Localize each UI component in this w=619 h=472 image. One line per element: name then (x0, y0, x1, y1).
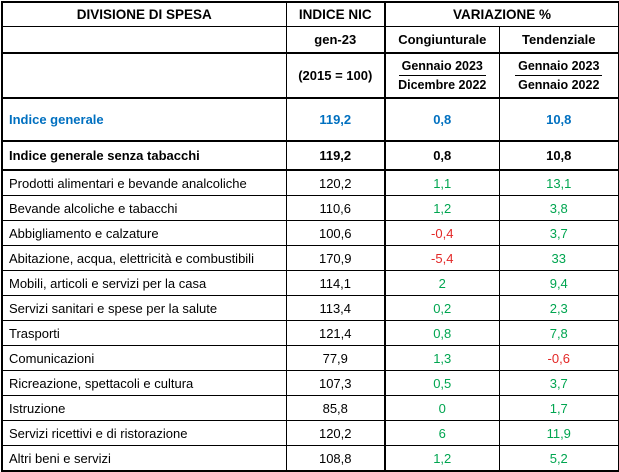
division-label: Abbigliamento e calzature (1, 220, 287, 246)
variazione-tendenziale-value: 5,2 (498, 445, 619, 472)
division-label: Indice generale senza tabacchi (1, 140, 287, 171)
division-label: Bevande alcoliche e tabacchi (1, 195, 287, 221)
indice-nic-value: 100,6 (285, 220, 386, 246)
header-tendenziale: Tendenziale (498, 26, 619, 54)
variazione-tendenziale-value: 10,8 (498, 140, 619, 171)
table-row: Comunicazioni 77,9 1,3 -0,6 (1, 345, 619, 371)
table-row: Altri beni e servizi 108,8 1,2 5,2 (1, 445, 619, 472)
division-label: Istruzione (1, 395, 287, 421)
header-tendenziale-period: Gennaio 2023 Gennaio 2022 (498, 52, 619, 99)
indice-nic-value: 85,8 (285, 395, 386, 421)
congiunturale-denominator: Dicembre 2022 (398, 78, 487, 92)
header-row-1: DIVISIONE DI SPESA INDICE NIC VARIAZIONE… (1, 1, 619, 27)
division-label: Servizi sanitari e spese per la salute (1, 295, 287, 321)
tendenziale-denominator: Gennaio 2022 (518, 78, 600, 92)
variazione-tendenziale-value: 1,7 (498, 395, 619, 421)
variazione-congiunturale-value: 0,8 (384, 97, 500, 142)
variazione-tendenziale-value: 11,9 (498, 420, 619, 446)
column-header-divisione-di-spesa: DIVISIONE DI SPESA (1, 1, 287, 27)
variazione-tendenziale-value: 3,8 (498, 195, 619, 221)
header-index-base: (2015 = 100) (285, 52, 386, 99)
division-label: Trasporti (1, 320, 287, 346)
indice-nic-value: 107,3 (285, 370, 386, 396)
indice-nic-value: 77,9 (285, 345, 386, 371)
table-row: Mobili, articoli e servizi per la casa 1… (1, 270, 619, 296)
variazione-tendenziale-value: 9,4 (498, 270, 619, 296)
table-row: Indice generale 119,2 0,8 10,8 (1, 97, 619, 142)
variazione-tendenziale-value: 10,8 (498, 97, 619, 142)
division-label: Altri beni e servizi (1, 445, 287, 472)
congiunturale-numerator: Gennaio 2023 (398, 58, 486, 76)
variazione-congiunturale-value: 0,8 (384, 320, 500, 346)
header-congiunturale: Congiunturale (384, 26, 500, 54)
indice-nic-value: 110,6 (285, 195, 386, 221)
variazione-congiunturale-value: -0,4 (384, 220, 500, 246)
header-empty-cell (1, 26, 287, 54)
indice-nic-value: 170,9 (285, 245, 386, 271)
indice-nic-value: 114,1 (285, 270, 386, 296)
table-row: Abitazione, acqua, elettricità e combust… (1, 245, 619, 271)
division-label: Ricreazione, spettacoli e cultura (1, 370, 287, 396)
column-header-variazione: VARIAZIONE % (384, 1, 619, 27)
column-header-indice-nic: INDICE NIC (285, 1, 386, 27)
tendenziale-numerator: Gennaio 2023 (515, 58, 603, 76)
header-empty-cell (1, 52, 287, 99)
table-row: Bevande alcoliche e tabacchi 110,6 1,2 3… (1, 195, 619, 221)
table-header: DIVISIONE DI SPESA INDICE NIC VARIAZIONE… (1, 1, 619, 99)
table-row: Abbigliamento e calzature 100,6 -0,4 3,7 (1, 220, 619, 246)
variazione-congiunturale-value: 0 (384, 395, 500, 421)
variazione-congiunturale-value: -5,4 (384, 245, 500, 271)
indice-nic-value: 121,4 (285, 320, 386, 346)
variazione-congiunturale-value: 1,2 (384, 195, 500, 221)
indice-nic-value: 120,2 (285, 169, 386, 196)
table-row: Indice generale senza tabacchi 119,2 0,8… (1, 140, 619, 171)
table-row: Servizi ricettivi e di ristorazione 120,… (1, 420, 619, 446)
division-label: Abitazione, acqua, elettricità e combust… (1, 245, 287, 271)
table-row: Servizi sanitari e spese per la salute 1… (1, 295, 619, 321)
variazione-tendenziale-value: -0,6 (498, 345, 619, 371)
table-row: Ricreazione, spettacoli e cultura 107,3 … (1, 370, 619, 396)
variazione-tendenziale-value: 2,3 (498, 295, 619, 321)
table-row: Prodotti alimentari e bevande analcolich… (1, 169, 619, 196)
variazione-congiunturale-value: 1,1 (384, 169, 500, 196)
variazione-tendenziale-value: 3,7 (498, 220, 619, 246)
table-row: Trasporti 121,4 0,8 7,8 (1, 320, 619, 346)
division-label: Comunicazioni (1, 345, 287, 371)
indice-nic-value: 113,4 (285, 295, 386, 321)
indice-nic-value: 108,8 (285, 445, 386, 472)
variazione-congiunturale-value: 2 (384, 270, 500, 296)
division-label: Mobili, articoli e servizi per la casa (1, 270, 287, 296)
period-fraction: Gennaio 2023 Dicembre 2022 (398, 58, 486, 93)
division-label: Prodotti alimentari e bevande analcolich… (1, 169, 287, 196)
header-row-2: gen-23 Congiunturale Tendenziale (1, 26, 619, 54)
variazione-tendenziale-value: 3,7 (498, 370, 619, 396)
indice-nic-value: 119,2 (285, 97, 386, 142)
variazione-congiunturale-value: 0,8 (384, 140, 500, 171)
period-fraction: Gennaio 2023 Gennaio 2022 (515, 58, 603, 93)
variazione-tendenziale-value: 7,8 (498, 320, 619, 346)
header-index-period: gen-23 (285, 26, 386, 54)
header-congiunturale-period: Gennaio 2023 Dicembre 2022 (384, 52, 500, 99)
variazione-congiunturale-value: 1,2 (384, 445, 500, 472)
indice-nic-value: 119,2 (285, 140, 386, 171)
variazione-congiunturale-value: 6 (384, 420, 500, 446)
header-row-3: (2015 = 100) Gennaio 2023 Dicembre 2022 … (1, 52, 619, 99)
variazione-congiunturale-value: 0,5 (384, 370, 500, 396)
variazione-tendenziale-value: 33 (498, 245, 619, 271)
variazione-congiunturale-value: 1,3 (384, 345, 500, 371)
indice-nic-value: 120,2 (285, 420, 386, 446)
table-row: Istruzione 85,8 0 1,7 (1, 395, 619, 421)
division-label: Servizi ricettivi e di ristorazione (1, 420, 287, 446)
variazione-congiunturale-value: 0,2 (384, 295, 500, 321)
table-body: Indice generale 119,2 0,8 10,8 Indice ge… (1, 97, 619, 472)
division-label: Indice generale (1, 97, 287, 142)
variazione-tendenziale-value: 13,1 (498, 169, 619, 196)
